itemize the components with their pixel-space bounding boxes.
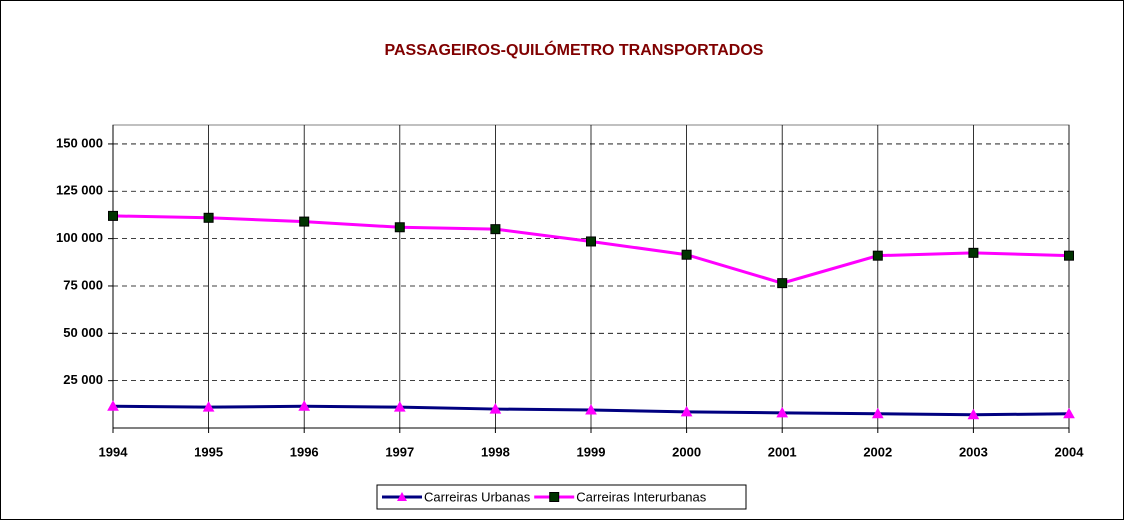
x-tick-label: 2001 [768, 444, 797, 459]
legend: Carreiras Urbanas Carreiras Interurbanas [376, 484, 747, 510]
legend-marker [397, 492, 407, 501]
chart-title: PASSAGEIROS-QUILÓMETRO TRANSPORTADOS [385, 40, 764, 59]
y-tick-label: 75 000 [63, 277, 103, 292]
x-tick-label: 1999 [577, 444, 606, 459]
legend-label: Carreiras Interurbanas [576, 489, 707, 504]
x-tick-label: 2003 [959, 444, 988, 459]
x-tick-label: 1997 [385, 444, 414, 459]
y-tick-label: 50 000 [63, 325, 103, 340]
marker [299, 216, 310, 227]
marker [1063, 407, 1075, 419]
x-tick-label: 2000 [672, 444, 701, 459]
marker [586, 236, 596, 247]
x-tick-label: 1998 [481, 444, 510, 459]
marker [1064, 250, 1074, 261]
marker [680, 405, 693, 417]
x-tick-label: 1996 [290, 444, 319, 459]
marker [393, 401, 406, 412]
marker [202, 401, 215, 412]
marker [490, 224, 501, 235]
x-tick-label: 2004 [1055, 444, 1085, 459]
marker [107, 400, 119, 411]
marker [872, 250, 883, 261]
y-tick-label: 125 000 [56, 183, 103, 198]
y-tick-label: 150 000 [56, 135, 103, 150]
x-tick-label: 1994 [99, 444, 129, 459]
y-tick-label: 100 000 [56, 230, 103, 245]
legend-marker [549, 492, 560, 502]
marker [968, 247, 979, 258]
marker [298, 400, 311, 411]
marker [585, 403, 597, 415]
marker [108, 210, 118, 221]
marker [203, 212, 214, 223]
marker [394, 222, 405, 233]
marker [871, 407, 884, 419]
marker [777, 278, 788, 289]
x-tick-label: 1995 [194, 444, 223, 459]
x-tick-label: 2002 [863, 444, 892, 459]
legend-label: Carreiras Urbanas [424, 489, 531, 504]
y-tick-label: 25 000 [63, 372, 103, 387]
marker [489, 403, 502, 414]
marker [967, 408, 980, 420]
marker [776, 406, 789, 418]
marker [681, 249, 692, 260]
